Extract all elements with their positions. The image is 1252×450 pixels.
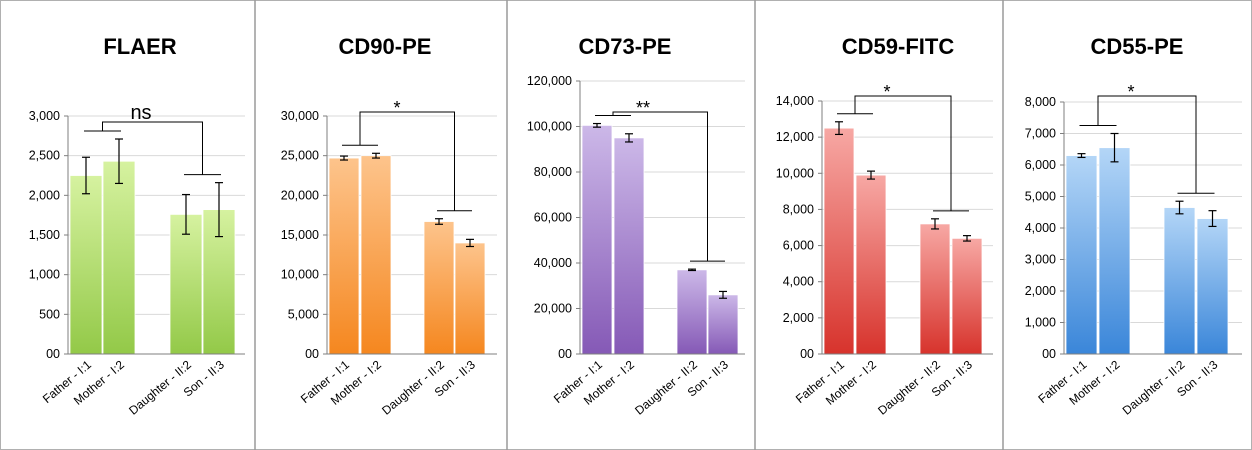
- y-tick-label: 5,000: [1025, 190, 1056, 204]
- y-tick-label: 10,000: [776, 166, 814, 180]
- bar-daughter-ii-2: [423, 221, 455, 355]
- y-tick-label: 60,000: [534, 211, 572, 225]
- chart-title: FLAER: [103, 34, 176, 59]
- y-tick-label: 100,000: [527, 120, 572, 134]
- chart-title: CD59-FITC: [842, 34, 955, 59]
- bar-son-ii-3: [707, 294, 739, 355]
- y-tick-label: 4,000: [1025, 221, 1056, 235]
- y-tick-label: 14,000: [776, 94, 814, 108]
- bar-daughter-ii-2: [169, 213, 203, 355]
- y-tick-label: 00: [800, 347, 814, 361]
- y-tick-label: 15,000: [281, 228, 319, 242]
- y-tick-label: 20,000: [534, 302, 572, 316]
- y-tick-label: 40,000: [534, 256, 572, 270]
- y-tick-label: 00: [305, 347, 319, 361]
- significance-bracket: [612, 111, 708, 262]
- panel-cd55-pe: CD55-PE 00 1,000 2,000 3,000 4,000 5,000 6,000 7…: [1025, 34, 1242, 418]
- y-tick-label: 00: [46, 347, 60, 361]
- y-tick-label: 3,000: [29, 109, 60, 123]
- y-tick-label: 2,500: [29, 149, 60, 163]
- significance-label: **: [636, 98, 650, 118]
- y-tick-label: 120,000: [527, 74, 572, 88]
- y-tick-label: 2,000: [783, 311, 814, 325]
- y-tick-label: 500: [39, 307, 60, 321]
- panel-cd59-fitc: CD59-FITC 00 2,000 4,000 6,000 8,000 10,000 12,…: [776, 34, 993, 418]
- y-tick-label: 1,500: [29, 228, 60, 242]
- y-tick-label: 10,000: [281, 268, 319, 282]
- y-tick-label: 12,000: [776, 130, 814, 144]
- bar-son-ii-3: [951, 237, 983, 355]
- y-tick-label: 00: [558, 347, 572, 361]
- chart-title: CD90-PE: [339, 34, 432, 59]
- significance-label: ns: [130, 102, 151, 124]
- bar-daughter-ii-2: [1163, 207, 1196, 355]
- y-tick-label: 7,000: [1025, 127, 1056, 141]
- y-tick-label: 2,000: [1025, 284, 1056, 298]
- y-tick-label: 8,000: [783, 202, 814, 216]
- chart-title: CD73-PE: [579, 34, 672, 59]
- bar-father-i-1: [823, 127, 855, 355]
- panel-flaer: FLAER005001,0001,5002,0002,5003,000Fathe…: [29, 34, 245, 418]
- y-tick-label: 20,000: [281, 188, 319, 202]
- significance-bracket: [1097, 95, 1197, 194]
- y-tick-label: 25,000: [281, 149, 319, 163]
- bar-mother-i-2: [360, 155, 392, 355]
- bar-father-i-1: [581, 124, 613, 355]
- y-tick-label: 1,000: [1025, 316, 1056, 330]
- bar-daughter-ii-2: [676, 269, 708, 355]
- bar-son-ii-3: [454, 242, 486, 355]
- y-tick-label: 00: [1042, 347, 1056, 361]
- y-tick-label: 8,000: [1025, 95, 1056, 109]
- chart-title: CD55-PE: [1091, 34, 1184, 59]
- significance-bracket: [102, 121, 203, 175]
- y-tick-label: 5,000: [288, 307, 319, 321]
- bar-father-i-1: [1065, 155, 1098, 355]
- significance-label: *: [393, 98, 400, 118]
- bar-father-i-1: [69, 175, 103, 355]
- y-tick-label: 4,000: [783, 275, 814, 289]
- significance-bracket: [359, 111, 455, 211]
- panel-cd90-pe: CD90-PE 00 5,000 10,000 15,000 20,000 25,000 30…: [281, 34, 497, 418]
- y-tick-label: 2,000: [29, 188, 60, 202]
- bar-son-ii-3: [1196, 218, 1229, 355]
- significance-label: *: [1127, 82, 1134, 102]
- bar-mother-i-2: [102, 160, 136, 355]
- panel-cd73-pe: CD73-PE 00 20,000 40,000 60,000 80,000 100,000…: [527, 34, 745, 418]
- y-tick-label: 3,000: [1025, 253, 1056, 267]
- bar-mother-i-2: [1098, 147, 1131, 355]
- bar-father-i-1: [328, 157, 360, 355]
- y-tick-label: 80,000: [534, 165, 572, 179]
- y-tick-label: 1,000: [29, 268, 60, 282]
- bar-mother-i-2: [855, 174, 887, 355]
- bar-daughter-ii-2: [919, 223, 951, 355]
- significance-bracket: [854, 95, 952, 211]
- y-tick-label: 6,000: [783, 239, 814, 253]
- y-tick-label: 6,000: [1025, 158, 1056, 172]
- y-tick-label: 30,000: [281, 109, 319, 123]
- significance-label: *: [883, 82, 890, 102]
- bar-mother-i-2: [613, 137, 645, 355]
